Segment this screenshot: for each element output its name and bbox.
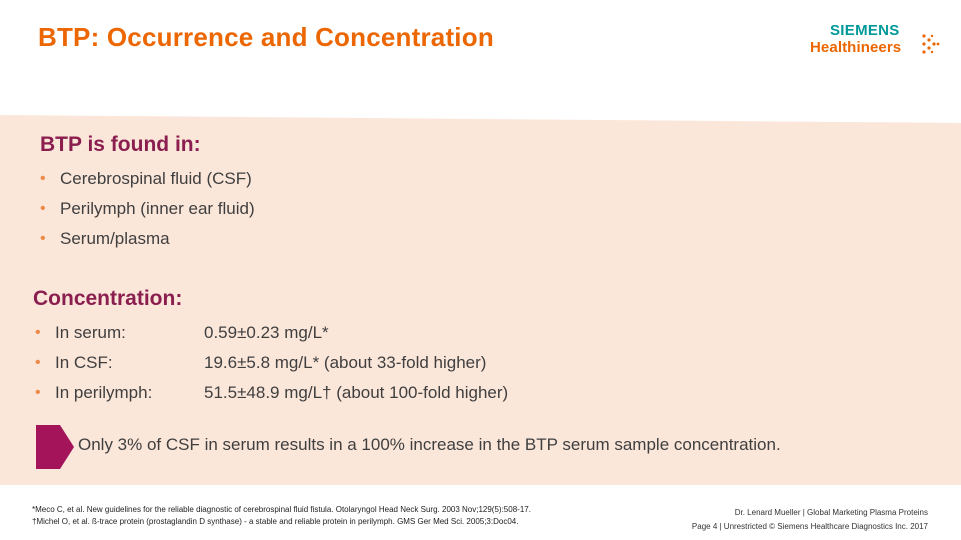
concentration-value: 19.6±5.8 mg/L* (about 33-fold higher): [204, 353, 487, 372]
footer-page-info: Page 4 | Unrestricted © Siemens Healthca…: [691, 522, 928, 531]
logo-wordmark-bottom: Healthineers: [810, 39, 902, 56]
list-item: • In perilymph: 51.5±48.9 mg/L† (about 100…: [35, 378, 508, 408]
bullet-icon: •: [40, 200, 46, 217]
content-panel: [0, 123, 961, 485]
list-item: • Cerebrospinal fluid (CSF): [40, 164, 255, 194]
list-item: • Perilymph (inner ear fluid): [40, 194, 255, 224]
slide-footer: Dr. Lenard Mueller | Global Marketing Pl…: [640, 506, 928, 534]
logo-dots-icon: [922, 34, 940, 54]
concentration-label: In serum:: [55, 323, 126, 342]
list-item: • In CSF: 19.6±5.8 mg/L* (about 33-fold hi…: [35, 348, 508, 378]
logo-wordmark-top: SIEMENS: [830, 22, 900, 39]
list-item: • In serum: 0.59±0.23 mg/L*: [35, 318, 508, 348]
concentration-list: • In serum: 0.59±0.23 mg/L* • In CSF: 19.6±5…: [35, 318, 508, 408]
list-item: • Serum/plasma: [40, 224, 255, 254]
found-heading: BTP is found in:: [40, 133, 201, 156]
slide-title: BTP: Occurrence and Concentration: [38, 22, 494, 52]
bullet-icon: •: [40, 230, 46, 247]
callout-arrow-icon: [36, 425, 74, 469]
bullet-icon: •: [40, 170, 46, 187]
footer-author: Dr. Lenard Mueller | Global Marketing Pl…: [734, 508, 928, 517]
bullet-icon: •: [35, 324, 41, 341]
footnotes: *Meco C, et al. New guidelines for the r…: [32, 504, 531, 528]
concentration-value: 0.59±0.23 mg/L*: [204, 323, 329, 342]
footnote: *Meco C, et al. New guidelines for the r…: [32, 505, 531, 514]
concentration-label: In CSF:: [55, 353, 113, 372]
footnote: †Michel O, et al. ß-trace protein (prost…: [32, 517, 519, 526]
callout-text: Only 3% of CSF in serum results in a 100…: [78, 435, 781, 454]
concentration-value: 51.5±48.9 mg/L† (about 100-fold higher): [204, 383, 509, 402]
siemens-healthineers-logo: SIEMENS Healthineers: [808, 22, 943, 62]
concentration-label: In perilymph:: [55, 383, 153, 402]
found-list: • Cerebrospinal fluid (CSF) • Perilymph (i…: [40, 164, 255, 254]
bullet-icon: •: [35, 354, 41, 371]
bullet-icon: •: [35, 384, 41, 401]
concentration-heading: Concentration:: [33, 287, 183, 310]
